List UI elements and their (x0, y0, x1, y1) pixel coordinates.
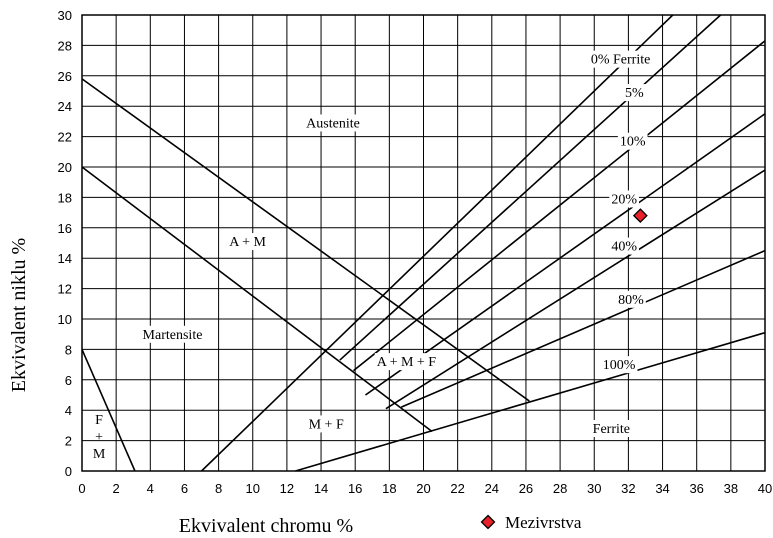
x-tick-label: 2 (113, 481, 120, 496)
x-tick-label: 32 (621, 481, 635, 496)
region-label: A + M + F (377, 355, 437, 370)
ferrite-line-label: 5% (625, 86, 644, 101)
boundary-line (400, 249, 766, 408)
plot-frame (81, 14, 766, 472)
label-background (227, 233, 268, 251)
x-tick-label: 8 (215, 481, 222, 496)
x-tick-label: 10 (246, 481, 260, 496)
x-tick-label: 38 (724, 481, 738, 496)
label-background (622, 84, 646, 102)
boundary-line (364, 113, 766, 396)
label-background (306, 415, 346, 433)
y-tick-label: 2 (65, 434, 72, 449)
boundary-line (295, 331, 766, 472)
y-tick-label: 8 (65, 342, 72, 357)
y-tick-label: 4 (65, 403, 72, 418)
label-background (374, 353, 439, 371)
region-label-f-plus-m: F + M (93, 413, 106, 462)
y-tick-label: 10 (58, 312, 72, 327)
ferrite-line-label: 20% (611, 192, 637, 207)
grid (81, 14, 766, 472)
x-axis-title: Ekvivalent chromu % (179, 515, 353, 537)
ferrite-line-labels: 0% Ferrite 5% 10% 20% 40% 80% 100% (588, 50, 653, 374)
region-label: Martensite (143, 328, 203, 343)
y-tick-label: 14 (58, 251, 72, 266)
boundary-lines (81, 14, 766, 472)
fm-label-part: M (93, 447, 106, 462)
y-tick-label: 12 (58, 282, 72, 297)
boundary-line (81, 166, 433, 433)
x-tick-label: 24 (485, 481, 499, 496)
x-tick-label: 36 (689, 481, 703, 496)
y-tick-label: 22 (58, 130, 72, 145)
data-points (632, 208, 648, 224)
x-tick-label: 4 (147, 481, 154, 496)
ferrite-line-label: 100% (603, 358, 636, 373)
label-background (609, 190, 639, 208)
y-tick-label: 6 (65, 373, 72, 388)
x-tick-label: 28 (553, 481, 567, 496)
label-background (588, 50, 653, 68)
x-tick-label: 34 (655, 481, 669, 496)
region-labels: Austenite A + M Martensite A + M + F M + F Fe… (140, 114, 632, 437)
x-tick-label: 30 (587, 481, 601, 496)
x-tick-label: 22 (450, 481, 464, 496)
y-tick-label: 28 (58, 38, 72, 53)
fm-label-part: F (95, 413, 103, 428)
boundary-line (352, 40, 766, 372)
x-tick-label: 12 (280, 481, 294, 496)
region-label: Ferrite (593, 422, 630, 437)
x-tick-label: 40 (758, 481, 772, 496)
x-tick-label: 20 (416, 481, 430, 496)
region-label: Austenite (306, 116, 360, 131)
ferrite-line-label: 80% (618, 293, 644, 308)
y-tick-label: 24 (58, 99, 72, 114)
y-tick-label: 18 (58, 190, 72, 205)
x-tick-label: 26 (519, 481, 533, 496)
label-background (617, 132, 648, 150)
legend: Mezivrstva (480, 513, 582, 532)
legend-label: Mezivrstva (505, 513, 582, 532)
boundary-line (385, 169, 766, 410)
y-tick-label: 26 (58, 69, 72, 84)
boundary-line (81, 78, 530, 402)
boundary-line (339, 14, 722, 361)
x-tick-label: 16 (348, 481, 362, 496)
y-axis-title: Ekvivalent niklu % (8, 238, 30, 392)
label-background (616, 290, 646, 308)
data-point-mezivrstva (632, 208, 648, 224)
region-label: M + F (309, 417, 344, 432)
x-tick-label: 6 (181, 481, 188, 496)
ferrite-line-label: 10% (620, 135, 646, 150)
label-background (600, 356, 638, 374)
x-tick-label: 0 (78, 481, 85, 496)
x-tick-label: 18 (382, 481, 396, 496)
y-tick-label: 16 (58, 221, 72, 236)
region-label: A + M (229, 235, 266, 250)
x-tick-label: 14 (314, 481, 328, 496)
label-background (590, 420, 632, 437)
y-tick-label: 0 (65, 464, 72, 479)
label-background (609, 237, 639, 255)
ferrite-line-label: 40% (611, 240, 637, 255)
x-tick-labels: 0 2 4 6 8 10 12 14 16 18 20 22 24 26 28 30 32 34 36 38 40 (78, 481, 772, 496)
label-background (304, 114, 362, 132)
boundary-line (200, 14, 674, 472)
label-background (140, 325, 205, 343)
fm-label-part: + (95, 430, 103, 445)
ferrite-line-label: 0% Ferrite (591, 53, 650, 68)
y-tick-label: 20 (58, 160, 72, 175)
y-tick-label: 30 (58, 8, 72, 23)
legend-marker-diamond (480, 514, 496, 530)
boundary-line (81, 349, 136, 472)
